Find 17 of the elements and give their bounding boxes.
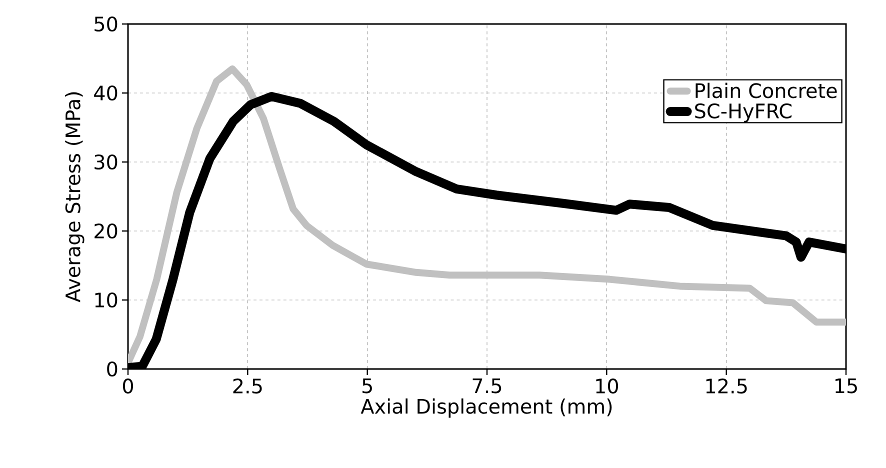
x-axis-title: Axial Displacement (mm) (360, 398, 612, 418)
y-tick-label: 50 (94, 16, 118, 32)
y-tick-label: 10 (95, 292, 118, 308)
x-tick-label: 0 (122, 378, 134, 394)
legend-label: Plain Concrete (696, 82, 837, 98)
y-tick-label: 30 (94, 154, 118, 170)
x-tick-label: 2.5 (233, 378, 262, 394)
y-tick-label: 20 (94, 223, 118, 239)
y-tick-label: 0 (107, 361, 118, 377)
x-tick-label: 15 (836, 378, 857, 394)
x-tick-label: 7.5 (472, 378, 502, 394)
x-tick-label: 12.5 (706, 378, 747, 394)
y-axis-title: Average Stress (MPa) (65, 92, 84, 302)
y-tick-label: 40 (94, 85, 118, 101)
x-tick-label: 10 (596, 378, 618, 394)
legend-label: SC-HyFRC (695, 103, 792, 122)
x-tick-label: 5 (362, 378, 372, 394)
